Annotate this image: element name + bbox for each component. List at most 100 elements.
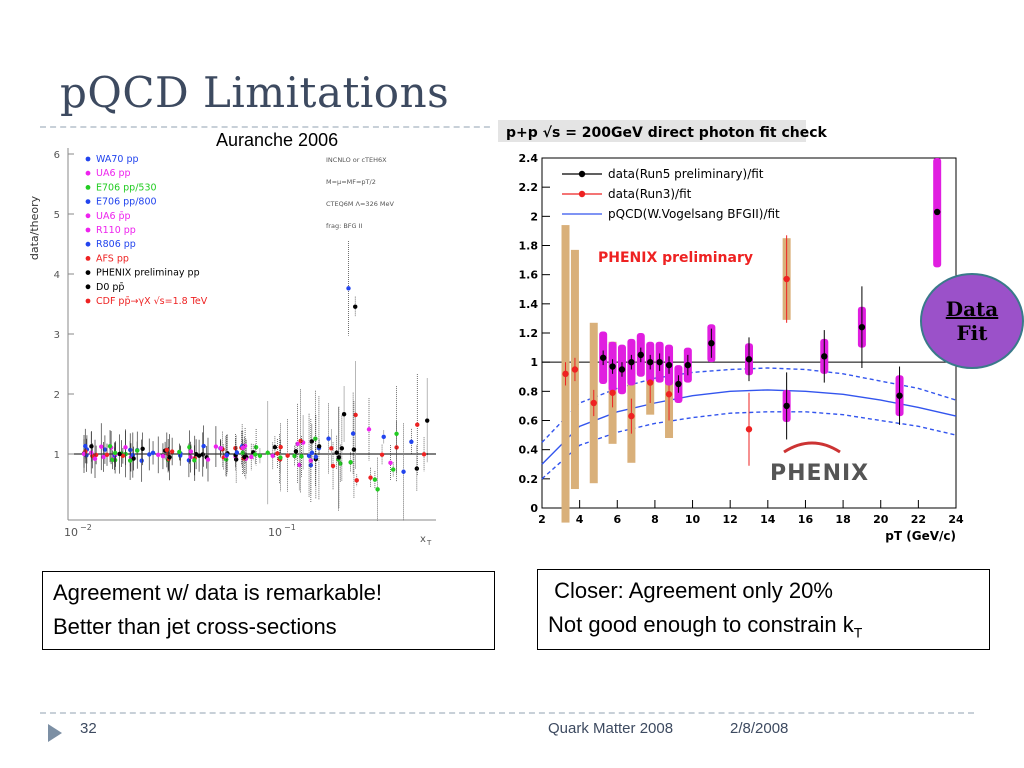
x-tick-label: 12 bbox=[723, 513, 738, 526]
badge-line-1: Data bbox=[945, 297, 999, 321]
x-tick-label: 2 bbox=[538, 513, 546, 526]
left-plot-note: INCNLO or cTEH6X bbox=[326, 156, 387, 164]
legend-label: data(Run5 preliminary)/fit bbox=[608, 167, 764, 181]
right-fit-chart: p+p √s = 200GeV direct photon fit check … bbox=[494, 116, 1006, 556]
left-data-point bbox=[381, 434, 386, 440]
chart-title: p+p √s = 200GeV direct photon fit check bbox=[506, 125, 828, 141]
left-data-point bbox=[240, 445, 246, 450]
left-data-point bbox=[201, 443, 206, 449]
run5-point bbox=[665, 361, 673, 369]
slide-title: pQCD Limitations bbox=[60, 68, 450, 117]
left-data-point bbox=[414, 466, 420, 471]
left-data-point bbox=[164, 447, 170, 453]
left-data-point bbox=[272, 445, 278, 450]
kt-subscript: T bbox=[853, 624, 863, 641]
legend-swatch-marker bbox=[578, 170, 586, 178]
left-plot-legend: WA70 pp UA6 pp E706 pp/530 E706 pp/800 UA6 p… bbox=[85, 154, 208, 307]
run5-point bbox=[933, 208, 941, 216]
left-data-point bbox=[338, 461, 343, 466]
left-data-point bbox=[205, 457, 211, 462]
left-plot-notes: INCNLO or cTEH6X M=µ=MF=pT/2 CTEQ6M Λ=326 … bbox=[326, 156, 395, 230]
left-legend-label: WA70 pp bbox=[96, 154, 139, 165]
x-tick-label: 14 bbox=[760, 513, 776, 526]
left-data-point bbox=[394, 445, 399, 450]
y-tick-label: 1.4 bbox=[519, 298, 539, 311]
left-data-point bbox=[169, 449, 175, 454]
left-data-point bbox=[253, 444, 259, 450]
left-data-point bbox=[421, 452, 427, 457]
y-tick-label: 0 bbox=[530, 502, 538, 515]
left-data-point bbox=[366, 427, 372, 432]
left-data-point bbox=[351, 447, 357, 452]
left-data-point bbox=[375, 487, 380, 492]
left-legend-marker bbox=[85, 270, 91, 275]
run5-point bbox=[858, 323, 866, 331]
left-data-point bbox=[401, 469, 406, 474]
left-plot-ylabel: data/theory bbox=[28, 195, 41, 260]
left-data-point bbox=[167, 454, 172, 460]
left-data-point bbox=[353, 304, 358, 309]
left-data-point bbox=[188, 449, 194, 454]
left-data-point bbox=[313, 454, 319, 459]
slide-bullet-arrow-icon bbox=[48, 724, 62, 742]
left-data-point bbox=[218, 445, 223, 451]
y-tick-label: 2.4 bbox=[519, 152, 539, 165]
run3-point bbox=[628, 412, 635, 420]
left-data-point bbox=[140, 446, 145, 452]
left-data-point bbox=[415, 422, 420, 427]
chart-plot-area: 00.20.40.60.811.21.41.61.822.22.42 4 6 8 10 1… bbox=[519, 152, 964, 543]
left-data-point bbox=[234, 450, 240, 455]
run3-point bbox=[783, 275, 790, 283]
x-tick-label: 24 bbox=[948, 513, 964, 526]
left-legend-label: D0 pp̄ bbox=[96, 282, 124, 293]
legend-label: data(Run3)/fit bbox=[608, 187, 692, 201]
right-comment-line-2: Not good enough to constrain kT bbox=[548, 608, 979, 649]
left-y-tick-label: 6 bbox=[54, 150, 60, 161]
left-data-point bbox=[309, 439, 315, 444]
left-y-tick-label: 5 bbox=[54, 210, 60, 221]
left-legend-marker bbox=[85, 256, 91, 261]
run3-point bbox=[590, 399, 597, 407]
left-data-point bbox=[306, 453, 312, 458]
left-data-point bbox=[107, 443, 113, 449]
left-legend-marker bbox=[85, 170, 91, 176]
left-data-point bbox=[391, 467, 396, 472]
left-data-point bbox=[177, 449, 182, 455]
left-data-point bbox=[372, 477, 378, 482]
run5-point bbox=[618, 366, 626, 373]
run3-point bbox=[745, 426, 753, 433]
y-tick-label: 0.4 bbox=[519, 444, 539, 457]
run3-point bbox=[647, 379, 654, 386]
phenix-logo-arc bbox=[783, 441, 841, 454]
run5-point bbox=[708, 340, 715, 347]
run5-point bbox=[783, 402, 790, 410]
run5-point bbox=[599, 354, 607, 361]
left-data-point bbox=[316, 444, 322, 449]
run5-point bbox=[745, 356, 753, 363]
x-tick-label: 10 bbox=[685, 513, 701, 526]
left-data-point bbox=[330, 463, 336, 469]
left-data-point bbox=[388, 460, 393, 466]
right-comment-box: Closer: Agreement only 20% Not good enou… bbox=[537, 569, 990, 650]
left-legend-label: E706 pp/800 bbox=[96, 197, 157, 208]
run3-point bbox=[562, 370, 569, 378]
y-tick-label: 0.6 bbox=[519, 415, 539, 428]
run5-point bbox=[675, 380, 682, 388]
left-legend-label: UA6 p̄p bbox=[96, 211, 131, 222]
left-data-point bbox=[131, 456, 136, 461]
pqcd-band-upper bbox=[541, 367, 957, 443]
left-data-point bbox=[120, 453, 126, 459]
left-x-axis-sub: T bbox=[426, 539, 432, 547]
left-y-tick-label: 4 bbox=[54, 270, 60, 281]
left-data-point bbox=[270, 453, 275, 458]
left-legend-marker bbox=[85, 241, 91, 247]
x-tick-label: 16 bbox=[798, 513, 814, 526]
left-data-point bbox=[147, 452, 152, 457]
left-y-tick-label: 3 bbox=[54, 330, 60, 341]
left-comment-box: Agreement w/ data is remarkable! Better … bbox=[42, 571, 495, 650]
left-data-point bbox=[341, 411, 347, 417]
page-number: 32 bbox=[80, 720, 97, 737]
left-legend-label: R110 pp bbox=[96, 225, 136, 236]
left-data-point bbox=[329, 446, 334, 451]
left-legend-marker bbox=[85, 185, 91, 190]
